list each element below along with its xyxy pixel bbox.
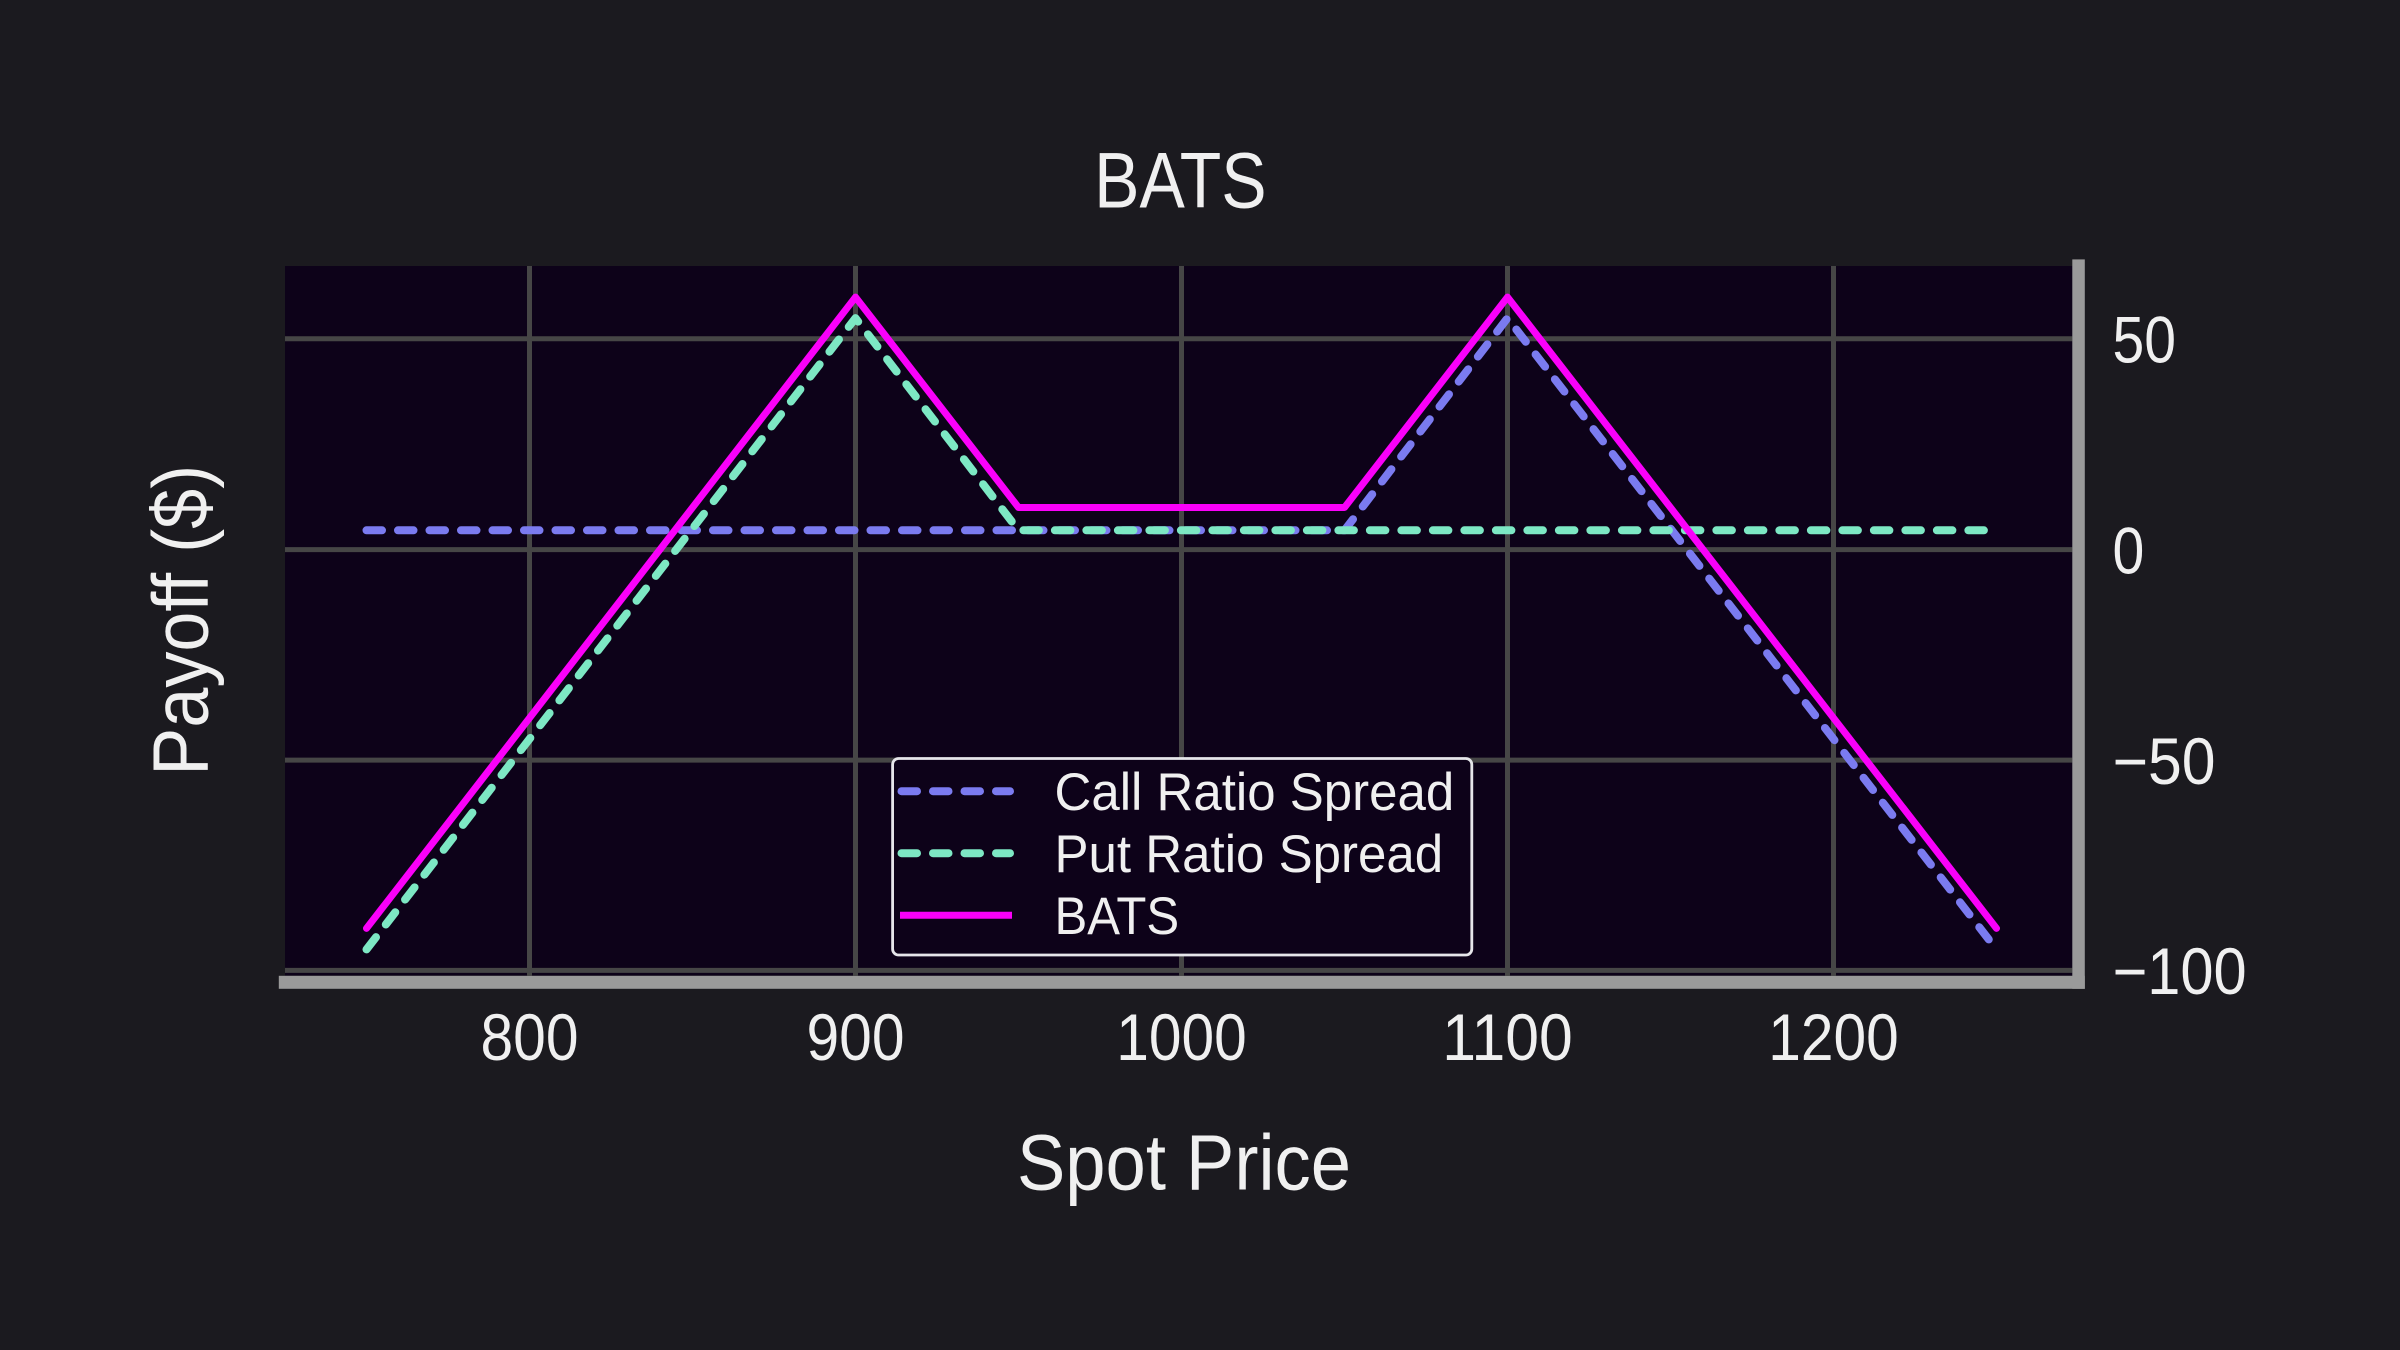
svg-text:1000: 1000 bbox=[1116, 1000, 1247, 1074]
svg-text:0: 0 bbox=[2113, 513, 2145, 587]
svg-text:1200: 1200 bbox=[1768, 1000, 1899, 1074]
svg-text:BATS: BATS bbox=[1094, 136, 1267, 225]
svg-text:50: 50 bbox=[2113, 302, 2177, 376]
svg-text:800: 800 bbox=[481, 1000, 579, 1074]
svg-text:−100: −100 bbox=[2113, 934, 2247, 1008]
svg-text:900: 900 bbox=[807, 1000, 905, 1074]
svg-text:−50: −50 bbox=[2113, 724, 2216, 798]
svg-text:Payoff ($): Payoff ($) bbox=[136, 465, 225, 776]
svg-text:Spot Price: Spot Price bbox=[1017, 1117, 1351, 1206]
svg-text:Call Ratio Spread: Call Ratio Spread bbox=[1055, 763, 1455, 822]
svg-text:1100: 1100 bbox=[1442, 1000, 1573, 1074]
svg-text:BATS: BATS bbox=[1055, 887, 1180, 946]
svg-text:Put Ratio Spread: Put Ratio Spread bbox=[1055, 825, 1444, 884]
